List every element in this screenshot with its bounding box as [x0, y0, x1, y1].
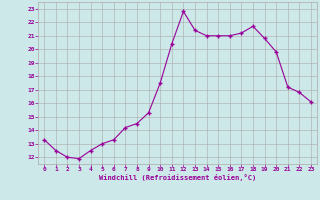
X-axis label: Windchill (Refroidissement éolien,°C): Windchill (Refroidissement éolien,°C)	[99, 174, 256, 181]
